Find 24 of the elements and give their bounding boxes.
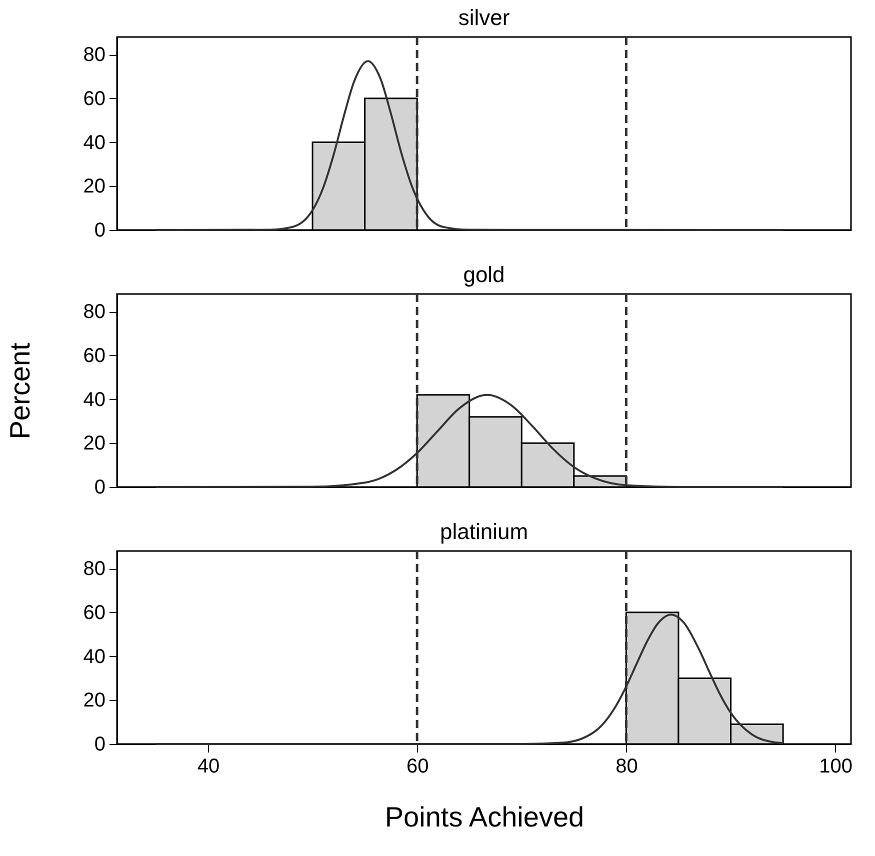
x-axis-title: Points Achieved bbox=[384, 802, 584, 832]
y-tick-label: 0 bbox=[94, 476, 106, 498]
y-tick-label: 60 bbox=[83, 344, 106, 367]
y-tick-label: 60 bbox=[83, 88, 106, 110]
y-tick-label: 20 bbox=[83, 432, 106, 455]
chart-title: platinium bbox=[440, 518, 528, 544]
y-axis-title: Percent bbox=[4, 342, 36, 440]
y-tick-label: 0 bbox=[94, 220, 106, 242]
x-tick-label: 100 bbox=[819, 756, 853, 778]
x-tick-label: 60 bbox=[406, 756, 429, 778]
y-tick-label: 20 bbox=[83, 176, 106, 198]
y-tick-label: 40 bbox=[83, 132, 106, 154]
chart-title: gold bbox=[463, 262, 505, 287]
chart-title: silver bbox=[458, 4, 510, 30]
y-tick-label: 80 bbox=[83, 301, 106, 324]
y-tick-label: 80 bbox=[83, 44, 106, 66]
y-tick-label: 60 bbox=[83, 602, 106, 624]
x-tick-label: 40 bbox=[197, 756, 220, 778]
y-tick-label: 40 bbox=[83, 646, 106, 668]
x-tick-label: 80 bbox=[616, 756, 638, 778]
y-tick-label: 80 bbox=[83, 558, 106, 580]
y-tick-label: 40 bbox=[83, 388, 106, 411]
y-tick-label: 20 bbox=[83, 690, 106, 712]
y-tick-label: 0 bbox=[94, 734, 106, 756]
